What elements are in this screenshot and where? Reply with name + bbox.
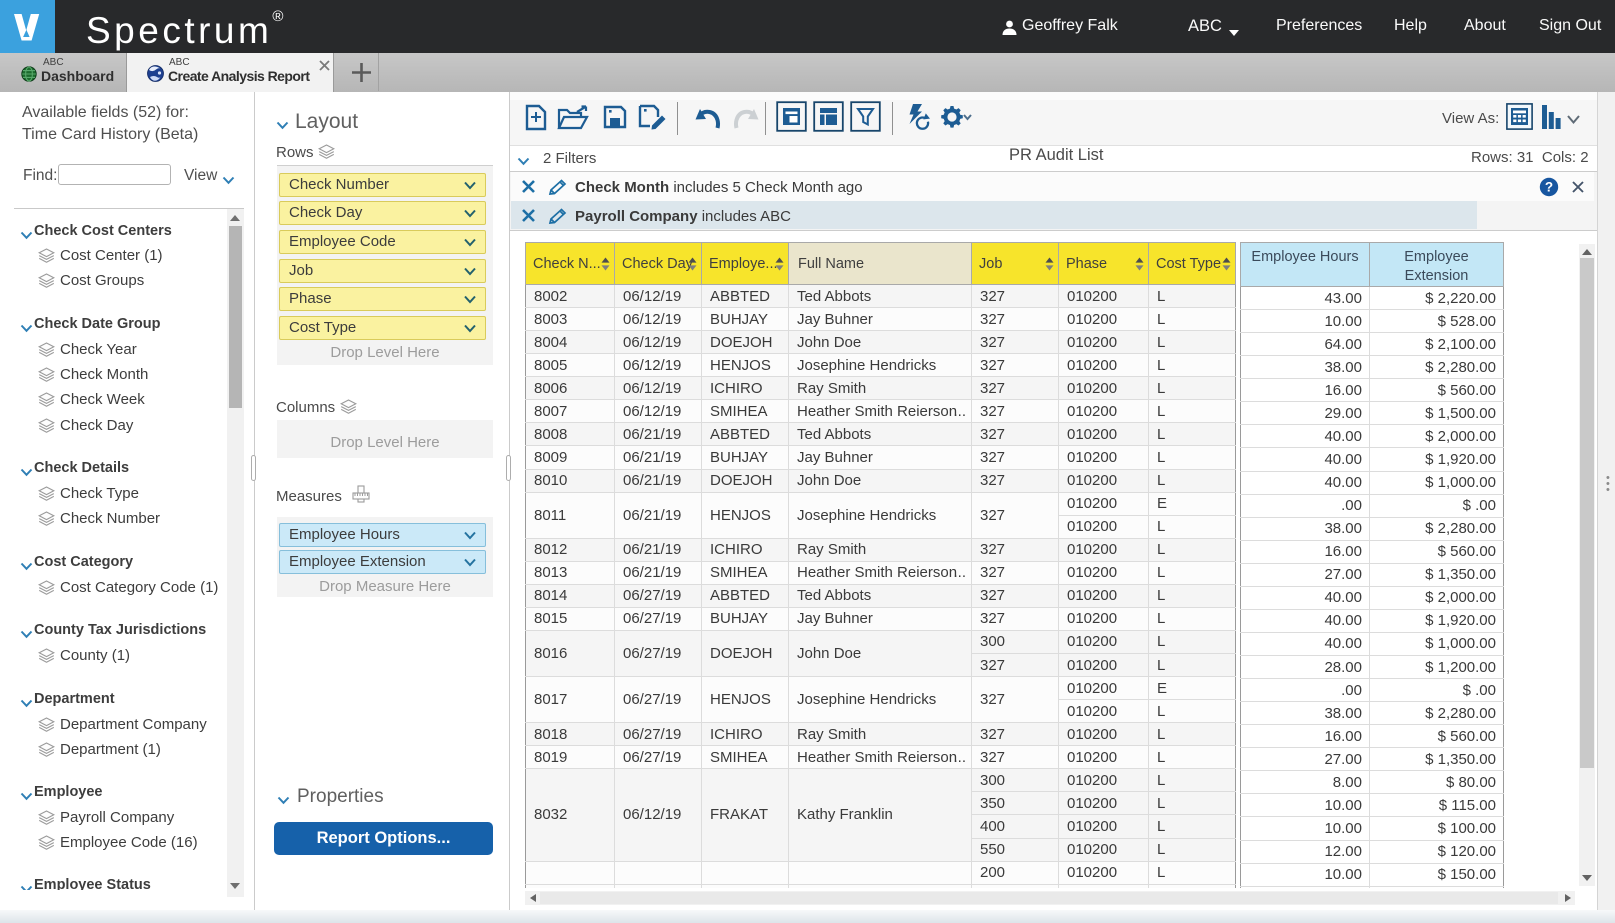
svg-text:?: ? <box>1545 180 1553 195</box>
